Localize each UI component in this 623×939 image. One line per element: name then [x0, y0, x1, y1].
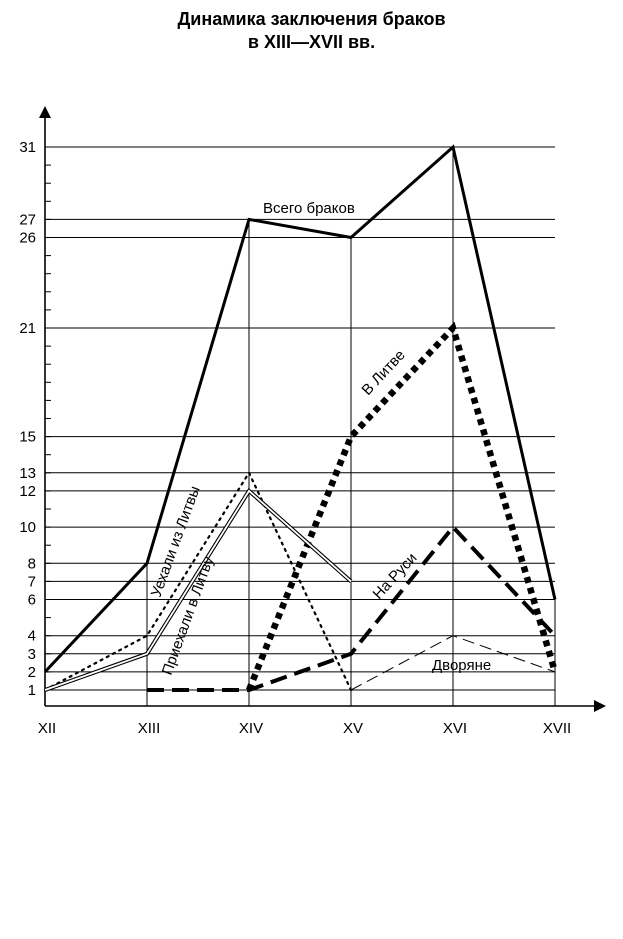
y-tick-label-15: 15 — [19, 429, 36, 446]
chart-subtitle: в XIII—XVII вв. — [247, 32, 376, 52]
series-4-point-2 — [248, 489, 251, 492]
series-1-point-3 — [350, 435, 353, 438]
y-tick-label-31: 31 — [19, 139, 36, 156]
x-tick-label-XVII: XVII — [543, 720, 571, 737]
y-tick-label-2: 2 — [28, 664, 36, 681]
series-0-point-0 — [44, 670, 47, 673]
series-2-point-3 — [350, 652, 353, 655]
x-tick-label-XIV: XIV — [239, 720, 263, 737]
y-tick-label-8: 8 — [28, 555, 36, 572]
y-tick-label-27: 27 — [19, 211, 36, 228]
series-label-1: В Литве — [358, 347, 408, 399]
series-2-line — [147, 524, 557, 692]
series-4-point-3 — [350, 580, 353, 583]
series-2-point-4 — [452, 526, 455, 529]
x-tick-label-XV: XV — [343, 720, 363, 737]
x-tick-label-XIII: XIII — [138, 720, 161, 737]
series-1-line — [245, 321, 559, 692]
y-tick-label-10: 10 — [19, 519, 36, 536]
y-tick-label-4: 4 — [28, 628, 36, 645]
series-4-line-inner — [44, 489, 352, 691]
y-tick-label-6: 6 — [28, 592, 36, 609]
chart-title-block: Динамика заключения браков в XIII—XVII в… — [0, 8, 623, 54]
y-tick-label-3: 3 — [28, 646, 36, 663]
y-tick-label-12: 12 — [19, 483, 36, 500]
y-tick-label-1: 1 — [28, 682, 36, 699]
chart-title: Динамика заключения браков — [177, 9, 446, 29]
x-tick-label-XII: XII — [38, 720, 56, 737]
y-tick-label-21: 21 — [19, 320, 36, 337]
series-1-point-4 — [452, 327, 455, 330]
series-label-5: Дворяне — [432, 657, 491, 674]
y-tick-label-7: 7 — [28, 573, 36, 590]
series-0-point-3 — [350, 236, 353, 239]
series-0-point-4 — [452, 146, 455, 149]
series-3-point-1 — [146, 634, 149, 637]
series-label-0: Всего браков — [263, 200, 355, 217]
series-0-point-5 — [554, 598, 557, 601]
series-2-point-1 — [146, 689, 149, 692]
series-0-point-1 — [146, 562, 149, 565]
series-5-point-3 — [350, 689, 353, 692]
series-5-point-5 — [554, 670, 557, 673]
y-tick-label-13: 13 — [19, 465, 36, 482]
series-4-point-1 — [146, 652, 149, 655]
series-0-line — [43, 144, 557, 673]
x-tick-label-XVI: XVI — [443, 720, 467, 737]
series-0-point-2 — [248, 218, 251, 221]
series-2-point-5 — [554, 634, 557, 637]
series-2-point-2 — [248, 689, 251, 692]
series-3-line — [43, 470, 353, 692]
series-5-point-4 — [452, 634, 455, 637]
series-4-point-0 — [44, 689, 47, 692]
series-5-line — [350, 635, 556, 691]
series-3-point-2 — [248, 471, 251, 474]
y-tick-label-26: 26 — [19, 230, 36, 247]
